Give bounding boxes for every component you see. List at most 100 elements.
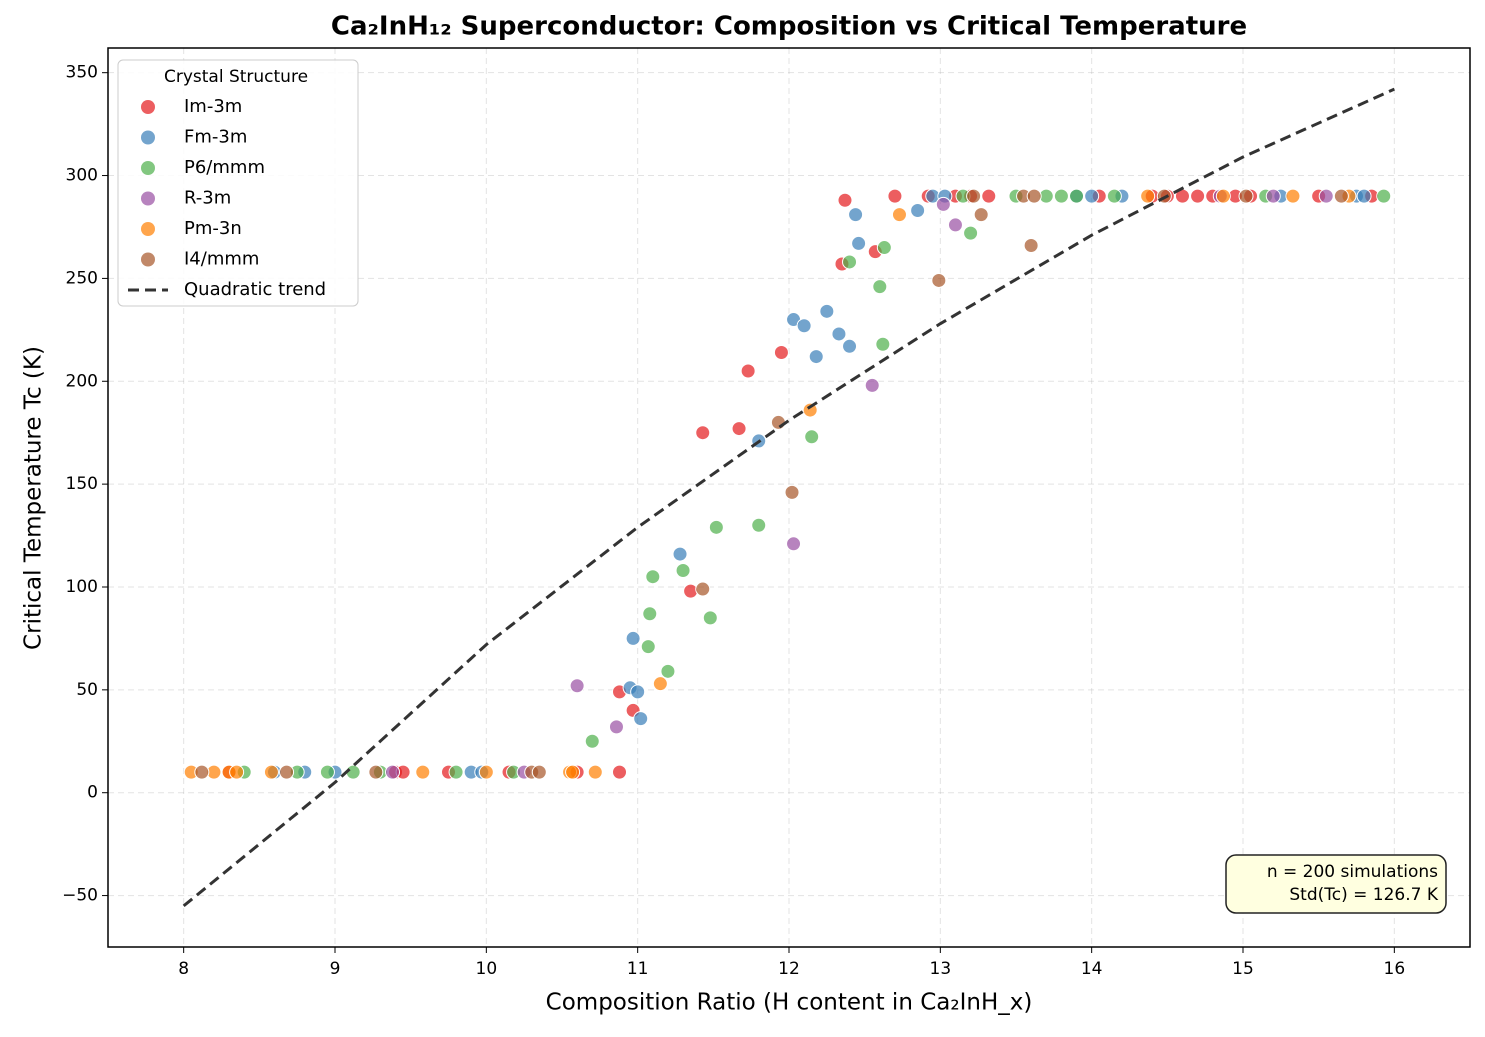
point: [819, 303, 835, 319]
point: [1026, 188, 1042, 204]
point: [891, 207, 907, 223]
point: [740, 363, 756, 379]
point: [708, 519, 724, 535]
point: [973, 207, 989, 223]
legend-swatch: [141, 252, 155, 267]
point: [981, 188, 997, 204]
point: [963, 225, 979, 241]
annotation-box: [1225, 854, 1447, 914]
point: [630, 684, 646, 700]
point: [831, 326, 847, 342]
point: [194, 764, 210, 780]
point: [587, 764, 603, 780]
point: [702, 610, 718, 626]
point: [1333, 188, 1349, 204]
y-tick-label: 350: [66, 63, 98, 83]
point: [784, 484, 800, 500]
legend-swatch: [141, 191, 155, 206]
point: [1238, 188, 1254, 204]
point: [1023, 237, 1039, 253]
point: [1106, 188, 1122, 204]
point: [910, 203, 926, 219]
point: [612, 764, 628, 780]
point: [1140, 188, 1156, 204]
point: [931, 272, 947, 288]
point: [279, 764, 295, 780]
point: [584, 733, 600, 749]
point: [1265, 188, 1281, 204]
x-tick-label: 8: [178, 959, 189, 979]
legend-label: Pm-3n: [184, 218, 242, 239]
y-tick-label: 0: [87, 783, 98, 803]
point: [1190, 188, 1206, 204]
x-axis-label: Composition Ratio (H content in Ca₂InH_x…: [546, 990, 1033, 1016]
point: [751, 517, 767, 533]
point: [848, 207, 864, 223]
point: [731, 421, 747, 437]
legend-label: Im-3m: [184, 96, 242, 117]
point: [804, 429, 820, 445]
x-tick-label: 9: [330, 959, 341, 979]
point: [887, 188, 903, 204]
point: [608, 719, 624, 735]
point: [1318, 188, 1334, 204]
point: [640, 639, 656, 655]
annotation-text: n = 200 simulations: [1267, 862, 1438, 882]
point: [872, 279, 888, 295]
point: [1285, 188, 1301, 204]
point: [802, 402, 818, 418]
x-tick-label: 10: [476, 959, 498, 979]
point: [675, 563, 691, 579]
point: [947, 217, 963, 233]
point: [660, 663, 676, 679]
point: [625, 630, 641, 646]
x-tick-label: 13: [930, 959, 952, 979]
point: [837, 192, 853, 208]
point: [652, 676, 668, 692]
point: [672, 546, 688, 562]
x-tick-label: 12: [778, 959, 800, 979]
x-tick-label: 16: [1384, 959, 1406, 979]
point: [448, 764, 464, 780]
plot-frame: [107, 47, 1471, 948]
point: [645, 569, 661, 585]
point: [695, 425, 711, 441]
point: [876, 240, 892, 256]
legend-swatch: [141, 161, 155, 175]
point: [842, 254, 858, 270]
point: [319, 764, 335, 780]
legend-label: P6/mmm: [184, 157, 265, 178]
legend-swatch: [141, 222, 155, 236]
y-tick-label: 50: [76, 680, 98, 700]
y-tick-label: 300: [66, 166, 98, 186]
point: [1376, 188, 1392, 204]
legend-title: Crystal Structure: [164, 67, 308, 87]
point: [808, 349, 824, 365]
point: [478, 764, 494, 780]
point: [565, 764, 581, 780]
annotation-text: Std(Tc) = 126.7 K: [1289, 885, 1438, 905]
point: [263, 764, 279, 780]
point: [842, 338, 858, 354]
y-tick-label: −50: [62, 886, 98, 906]
point: [875, 336, 891, 352]
point: [642, 606, 658, 622]
y-tick-label: 100: [66, 577, 98, 597]
point: [770, 414, 786, 430]
point: [773, 344, 789, 360]
point: [1084, 188, 1100, 204]
point: [851, 235, 867, 251]
point: [786, 536, 802, 552]
x-tick-label: 15: [1232, 959, 1254, 979]
point: [569, 678, 585, 694]
point: [229, 764, 245, 780]
legend-label: Quadratic trend: [184, 279, 326, 300]
y-tick-label: 250: [66, 268, 98, 288]
y-tick-label: 150: [66, 474, 98, 494]
legend-label: Fm-3m: [184, 127, 247, 148]
point: [1356, 188, 1372, 204]
legend-swatch: [141, 100, 155, 114]
chart-title: Ca₂InH₁₂ Superconductor: Composition vs …: [331, 12, 1247, 42]
point: [385, 764, 401, 780]
